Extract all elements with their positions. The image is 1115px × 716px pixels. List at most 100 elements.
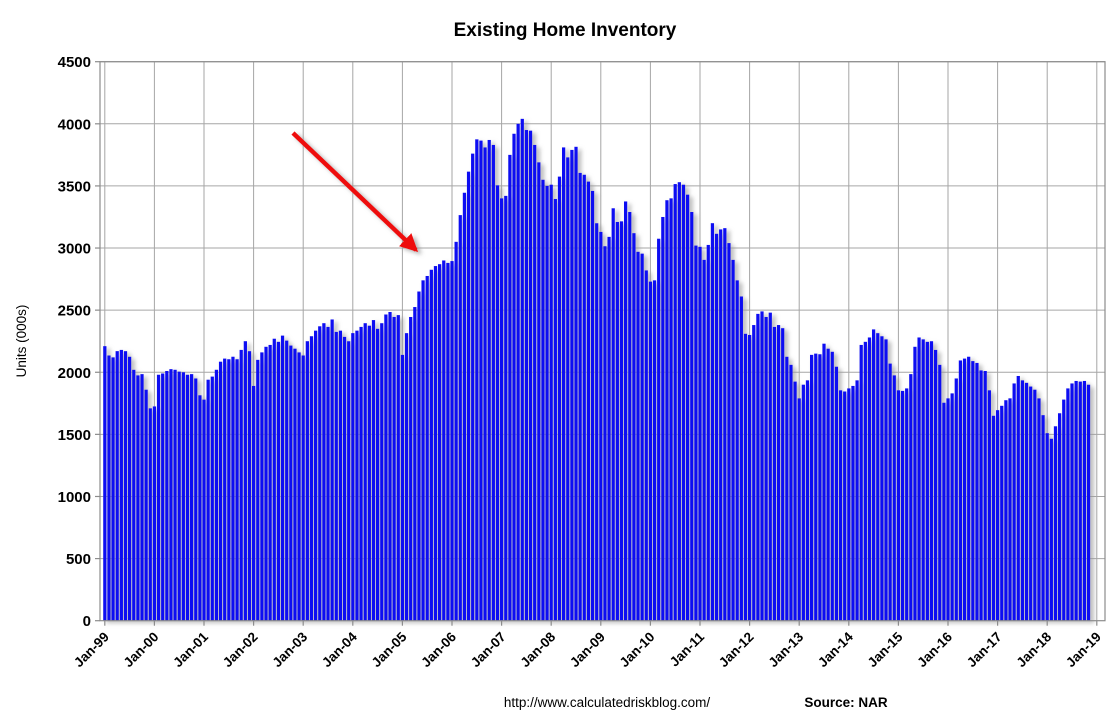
bar-month-48 [301, 355, 305, 621]
x-tick-label-Jan-17: Jan-17 [964, 629, 1005, 670]
bar-month-68 [384, 314, 388, 621]
bar-month-88 [466, 171, 471, 621]
bar-month-170 [805, 380, 810, 621]
bar-month-89 [471, 153, 475, 621]
bar-month-64 [367, 325, 371, 621]
bar-month-156 [747, 334, 752, 621]
y-tick-label-4000: 4000 [58, 116, 91, 133]
bar-month-75 [413, 307, 417, 621]
bar-month-227 [1041, 415, 1045, 621]
bar-month-21 [190, 374, 194, 621]
bar-month-50 [309, 336, 314, 621]
bar-month-116 [582, 174, 586, 621]
bar-month-235 [1074, 380, 1078, 621]
y-tick-label-3000: 3000 [58, 241, 91, 258]
bar-month-209 [967, 356, 971, 621]
bar-month-87 [462, 192, 467, 621]
x-tick-label-Jan-05: Jan-05 [369, 629, 410, 670]
bar-month-100 [516, 123, 520, 621]
bar-month-180 [847, 388, 851, 621]
x-tick-label-Jan-12: Jan-12 [716, 629, 757, 670]
bar-month-225 [1033, 389, 1037, 621]
bar-month-60 [351, 333, 355, 621]
x-tick-label-Jan-03: Jan-03 [269, 629, 310, 670]
bar-month-207 [958, 360, 963, 621]
bar-month-162 [772, 326, 777, 621]
x-tick-label-Jan-07: Jan-07 [468, 629, 509, 670]
bar-month-84 [450, 261, 454, 621]
bar-month-37 [256, 359, 260, 621]
bar-month-206 [954, 378, 958, 621]
bar-month-85 [454, 241, 458, 621]
footer-source: Source: NAR [804, 695, 888, 710]
x-tick-label-Jan-08: Jan-08 [517, 629, 558, 670]
bar-month-167 [793, 381, 797, 621]
bar-month-183 [859, 344, 863, 621]
y-tick-label-500: 500 [66, 551, 91, 568]
bar-month-208 [962, 358, 967, 621]
bar-month-34 [243, 341, 247, 621]
bar-month-51 [314, 330, 318, 621]
x-tick-label-Jan-10: Jan-10 [617, 629, 658, 670]
decline-arrow-line [291, 131, 419, 253]
bar-month-47 [297, 352, 301, 621]
bar-month-27 [214, 369, 219, 621]
bar-month-79 [429, 269, 433, 621]
bar-month-61 [355, 330, 359, 621]
bar-month-237 [1082, 380, 1087, 621]
bar-month-30 [227, 359, 231, 621]
bar-month-78 [425, 275, 429, 621]
bar-month-23 [198, 395, 202, 621]
bar-month-44 [285, 340, 289, 621]
x-tick-label-Jan-99: Jan-99 [71, 629, 112, 670]
bar-month-10 [144, 389, 148, 621]
bar-month-210 [971, 361, 975, 621]
bar-month-74 [409, 316, 413, 621]
bar-month-154 [739, 296, 743, 621]
bar-month-224 [1029, 386, 1033, 621]
bar-month-33 [239, 349, 243, 621]
bar-month-12 [152, 406, 157, 621]
bar-month-46 [293, 348, 297, 621]
bar-month-59 [347, 341, 351, 621]
bar-month-58 [342, 336, 347, 621]
bar-month-32 [235, 359, 239, 621]
bar-month-197 [917, 337, 921, 621]
bar-month-145 [702, 259, 706, 621]
bar-month-168 [797, 398, 801, 621]
bar-month-108 [549, 184, 553, 621]
bar-month-13 [156, 374, 161, 621]
bar-month-124 [615, 221, 619, 621]
bar-month-93 [487, 139, 491, 621]
bar-month-215 [991, 415, 996, 621]
bar-month-148 [714, 233, 719, 621]
y-tick-label-1000: 1000 [58, 489, 91, 506]
bar-month-42 [276, 341, 281, 621]
bar-month-97 [504, 195, 508, 621]
bar-month-194 [905, 388, 909, 621]
bar-month-163 [776, 325, 781, 621]
bar-month-171 [809, 354, 814, 621]
bar-month-136 [665, 200, 669, 621]
x-tick-label-Jan-01: Jan-01 [170, 629, 211, 670]
bar-month-22 [194, 378, 198, 621]
bar-month-117 [586, 181, 591, 621]
bar-month-229 [1049, 438, 1053, 621]
bar-month-20 [185, 374, 190, 621]
bar-month-217 [1000, 405, 1004, 621]
bar-month-52 [318, 326, 322, 621]
bar-month-53 [322, 323, 326, 621]
y-tick-label-2500: 2500 [58, 303, 91, 320]
y-tick-label-2000: 2000 [58, 365, 91, 382]
bar-month-220 [1012, 383, 1016, 621]
x-tick-label-Jan-19: Jan-19 [1063, 629, 1104, 670]
bar-month-94 [491, 144, 495, 621]
bar-month-161 [768, 312, 772, 621]
y-tick-labels: 0 500 1000 1500 2000 2500 3000 3500 4000 4500 [58, 54, 91, 630]
bar-month-24 [202, 399, 206, 621]
bar-month-191 [892, 375, 896, 621]
bar-month-201 [933, 349, 938, 621]
bar-month-62 [359, 326, 363, 621]
bar-month-139 [677, 182, 681, 621]
bar-month-181 [851, 385, 855, 621]
